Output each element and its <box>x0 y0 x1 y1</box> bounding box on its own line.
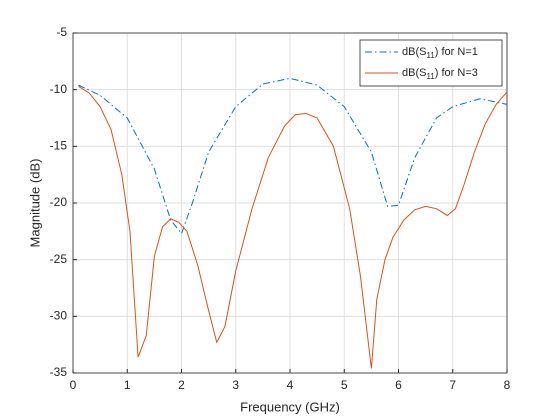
x-tick-label: 8 <box>504 378 511 392</box>
x-tick-label: 1 <box>124 378 131 392</box>
axes-box <box>72 32 508 374</box>
x-tick-label: 3 <box>232 378 239 392</box>
y-tick-label: -30 <box>50 309 68 323</box>
y-tick-label: -5 <box>56 25 67 39</box>
legend-label: dB(S11) for N=3 <box>402 67 478 81</box>
legend-label: dB(S11) for N=1 <box>402 46 478 60</box>
x-tick-label: 0 <box>70 378 77 392</box>
y-tick-label: -35 <box>50 365 68 379</box>
y-tick-label: -15 <box>50 139 68 153</box>
y-tick-label: -10 <box>50 82 68 96</box>
data-line <box>78 85 508 369</box>
x-tick-label: 5 <box>341 378 348 392</box>
y-tick-label: -20 <box>50 195 68 209</box>
y-tick-label: -25 <box>50 252 68 266</box>
legend-box <box>359 39 503 87</box>
y-axis-label: Magnitude (dB) <box>27 159 42 248</box>
x-tick-label: 6 <box>395 378 402 392</box>
data-line <box>78 77 508 235</box>
x-tick-label: 7 <box>449 378 456 392</box>
x-axis-label: Frequency (GHz) <box>240 399 340 414</box>
x-tick-label: 4 <box>287 378 294 392</box>
x-tick-label: 2 <box>178 378 185 392</box>
